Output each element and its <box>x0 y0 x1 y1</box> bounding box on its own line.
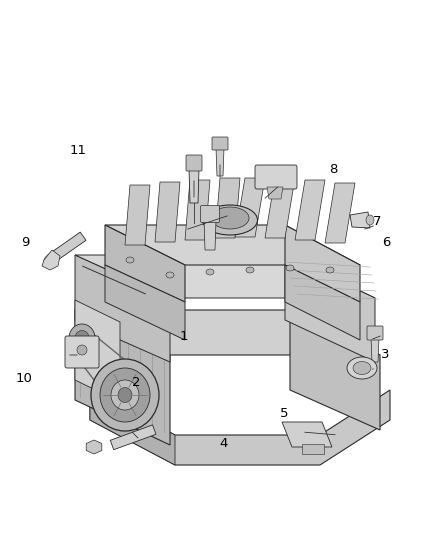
Polygon shape <box>155 182 180 242</box>
Ellipse shape <box>286 265 294 271</box>
Polygon shape <box>290 310 380 430</box>
Polygon shape <box>285 255 375 362</box>
Ellipse shape <box>100 368 150 422</box>
Ellipse shape <box>326 267 334 273</box>
Ellipse shape <box>69 324 95 352</box>
Ellipse shape <box>91 359 159 431</box>
FancyBboxPatch shape <box>367 326 383 340</box>
Polygon shape <box>267 187 283 199</box>
Ellipse shape <box>206 269 214 275</box>
Text: 9: 9 <box>21 236 30 249</box>
Polygon shape <box>75 300 120 402</box>
Polygon shape <box>75 310 170 445</box>
Ellipse shape <box>347 357 377 379</box>
Polygon shape <box>75 255 375 298</box>
FancyBboxPatch shape <box>65 336 99 368</box>
Polygon shape <box>110 425 156 450</box>
Ellipse shape <box>77 345 87 355</box>
Polygon shape <box>125 185 150 245</box>
Ellipse shape <box>202 205 258 235</box>
Ellipse shape <box>166 272 174 278</box>
Polygon shape <box>90 390 175 465</box>
Text: 2: 2 <box>131 376 140 389</box>
Polygon shape <box>86 440 102 454</box>
Polygon shape <box>285 265 360 340</box>
Ellipse shape <box>111 380 139 410</box>
Ellipse shape <box>366 215 374 225</box>
Ellipse shape <box>48 255 56 261</box>
Polygon shape <box>325 183 355 243</box>
FancyBboxPatch shape <box>255 165 297 189</box>
FancyBboxPatch shape <box>212 137 228 150</box>
Text: 10: 10 <box>16 372 32 385</box>
Polygon shape <box>265 178 295 238</box>
Text: 5: 5 <box>279 407 288 419</box>
Polygon shape <box>105 225 185 302</box>
Polygon shape <box>350 212 370 228</box>
Polygon shape <box>185 180 210 240</box>
Ellipse shape <box>118 387 132 402</box>
Text: 11: 11 <box>70 144 86 157</box>
Text: 6: 6 <box>382 236 391 249</box>
Polygon shape <box>42 250 60 270</box>
Polygon shape <box>105 225 360 265</box>
Ellipse shape <box>211 207 249 229</box>
Text: 7: 7 <box>373 215 382 228</box>
Ellipse shape <box>126 257 134 263</box>
Polygon shape <box>216 148 224 176</box>
Polygon shape <box>189 168 199 203</box>
Polygon shape <box>75 255 170 362</box>
Polygon shape <box>75 310 380 355</box>
Polygon shape <box>215 178 240 238</box>
Polygon shape <box>90 390 390 465</box>
Polygon shape <box>282 422 332 447</box>
Ellipse shape <box>353 361 371 375</box>
Text: 3: 3 <box>381 348 390 361</box>
Polygon shape <box>302 444 324 454</box>
Polygon shape <box>371 337 379 362</box>
Ellipse shape <box>246 267 254 273</box>
Text: 4: 4 <box>219 437 228 450</box>
Ellipse shape <box>44 252 60 264</box>
Polygon shape <box>204 220 216 250</box>
FancyBboxPatch shape <box>201 206 219 222</box>
Text: 8: 8 <box>329 163 338 176</box>
FancyBboxPatch shape <box>186 155 202 171</box>
Ellipse shape <box>46 253 58 263</box>
Text: 1: 1 <box>180 330 188 343</box>
Polygon shape <box>49 232 86 262</box>
Polygon shape <box>105 265 185 340</box>
Polygon shape <box>235 178 265 237</box>
Polygon shape <box>295 180 325 240</box>
Polygon shape <box>285 225 360 302</box>
Ellipse shape <box>75 330 89 345</box>
